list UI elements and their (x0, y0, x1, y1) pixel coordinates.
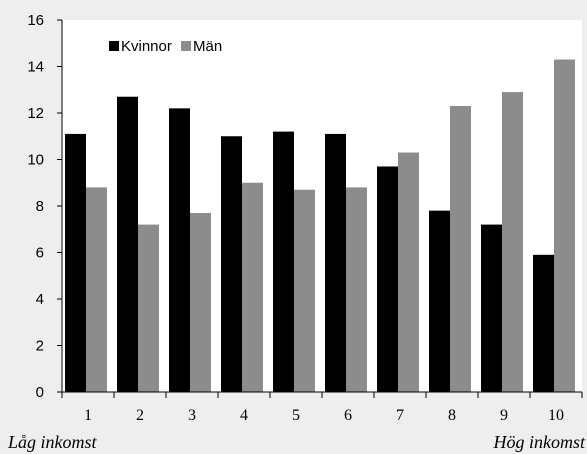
bar-man-3 (190, 212, 211, 392)
legend-label-kvinnor: Kvinnor (121, 38, 172, 55)
x-tick-label-8: 8 (448, 407, 456, 424)
x-tick-label-3: 3 (188, 407, 196, 424)
x-tick-label-5: 5 (292, 407, 300, 424)
y-tick-label-8: 8 (36, 198, 44, 215)
bar-kvinnor-5 (273, 131, 294, 392)
y-tick-label-12: 12 (27, 105, 44, 122)
x-tick-label-4: 4 (240, 407, 248, 424)
y-tick-label-14: 14 (27, 59, 44, 76)
x-tick-label-1: 1 (84, 407, 92, 424)
bar-man-6 (346, 187, 367, 392)
bar-man-2 (138, 224, 159, 392)
bar-man-5 (294, 189, 315, 392)
bar-kvinnor-3 (169, 108, 190, 392)
y-tick-label-4: 4 (36, 291, 44, 308)
bar-kvinnor-2 (117, 96, 138, 392)
legend: Kvinnor Män (109, 38, 222, 55)
bar-kvinnor-8 (429, 210, 450, 392)
legend-label-man: Män (193, 38, 222, 55)
bar-man-7 (398, 152, 419, 392)
bar-kvinnor-1 (65, 133, 86, 393)
y-tick-label-0: 0 (36, 384, 44, 401)
bar-kvinnor-4 (221, 136, 242, 392)
x-tick-label-2: 2 (136, 407, 144, 424)
x-tick-label-6: 6 (344, 407, 352, 424)
caption-high-income: Hög inkomst (493, 432, 586, 452)
x-tick-label-10: 10 (548, 407, 564, 424)
legend-swatch-man (181, 41, 191, 51)
caption-low-income: Låg inkomst (7, 432, 98, 452)
x-tick-label-7: 7 (396, 407, 404, 424)
bar-kvinnor-10 (533, 254, 554, 392)
bar-man-10 (554, 59, 575, 393)
bar-man-8 (450, 106, 471, 393)
y-tick-label-2: 2 (36, 338, 44, 355)
bar-man-1 (86, 187, 107, 392)
bars-group (65, 59, 575, 393)
bar-kvinnor-6 (325, 133, 346, 393)
y-tick-label-16: 16 (27, 12, 44, 29)
bar-kvinnor-7 (377, 166, 398, 392)
legend-swatch-kvinnor (109, 41, 119, 51)
bar-kvinnor-9 (481, 224, 502, 392)
bar-man-4 (242, 182, 263, 392)
x-tick-label-9: 9 (500, 407, 508, 424)
y-tick-label-6: 6 (36, 245, 44, 262)
bar-man-9 (502, 92, 523, 392)
y-tick-label-10: 10 (27, 152, 44, 169)
